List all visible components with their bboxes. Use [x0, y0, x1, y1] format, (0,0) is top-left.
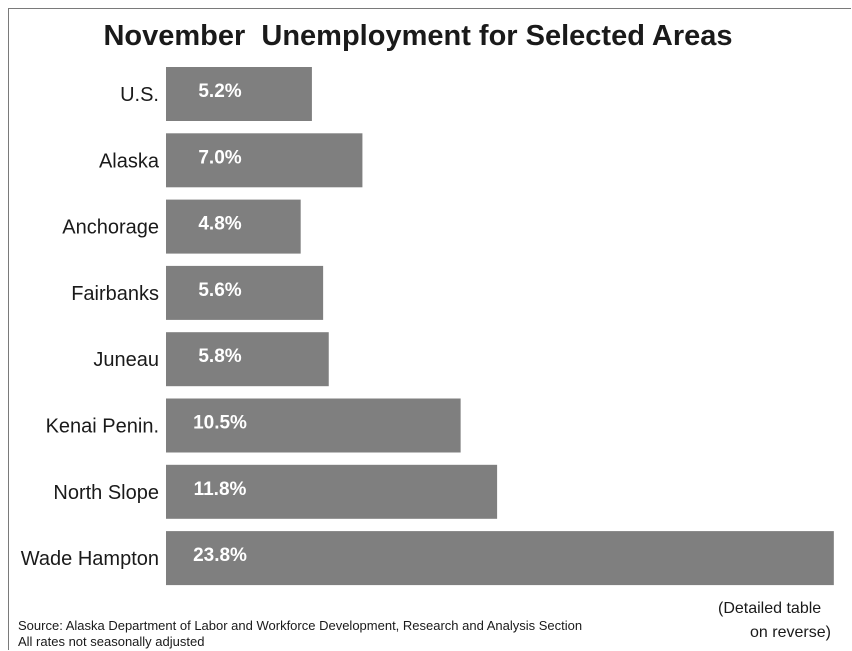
bar-anchorage	[166, 199, 301, 254]
chart-title: November Unemployment for Selected Areas	[103, 20, 733, 52]
bar-fairbanks	[166, 265, 324, 320]
category-label-juneau: Juneau	[93, 349, 159, 371]
bar-group: U.S. 5.2% Alaska 7.0% Anchorage 4.8% Fairbanks…	[21, 67, 834, 586]
bar-alaska	[166, 133, 363, 188]
category-label-kenai-penin: Kenai Penin.	[46, 416, 159, 438]
category-label-alaska: Alaska	[99, 150, 160, 172]
bar-wade-hampton	[166, 531, 834, 586]
chart-frame	[8, 8, 851, 650]
value-label-fairbanks: 5.6%	[198, 280, 241, 301]
bar-juneau	[166, 332, 329, 387]
category-label-anchorage: Anchorage	[62, 217, 159, 239]
bar-u-s	[166, 67, 312, 121]
detail-table-note-line2: on reverse)	[750, 624, 831, 641]
value-label-u-s: 5.2%	[198, 81, 241, 102]
value-label-alaska: 7.0%	[198, 147, 241, 168]
value-label-north-slope: 11.8%	[194, 479, 247, 500]
category-label-u-s: U.S.	[120, 84, 159, 106]
bar-chart: U.S. 5.2% Alaska 7.0% Anchorage 4.8% Fairbanks…	[21, 67, 834, 586]
value-label-juneau: 5.8%	[198, 346, 241, 367]
detail-table-note-line1: (Detailed table	[718, 600, 822, 617]
value-label-kenai-penin: 10.5%	[193, 413, 247, 434]
bar-kenai-penin	[166, 398, 461, 453]
category-label-fairbanks: Fairbanks	[71, 283, 159, 305]
source-note: Source: Alaska Department of Labor and W…	[18, 618, 583, 633]
adjustment-note: All rates not seasonally adjusted	[18, 634, 205, 649]
category-label-wade-hampton: Wade Hampton	[21, 548, 159, 570]
value-label-wade-hampton: 23.8%	[193, 545, 247, 566]
category-label-north-slope: North Slope	[53, 482, 159, 504]
value-label-anchorage: 4.8%	[198, 214, 241, 235]
bar-north-slope	[166, 464, 498, 519]
